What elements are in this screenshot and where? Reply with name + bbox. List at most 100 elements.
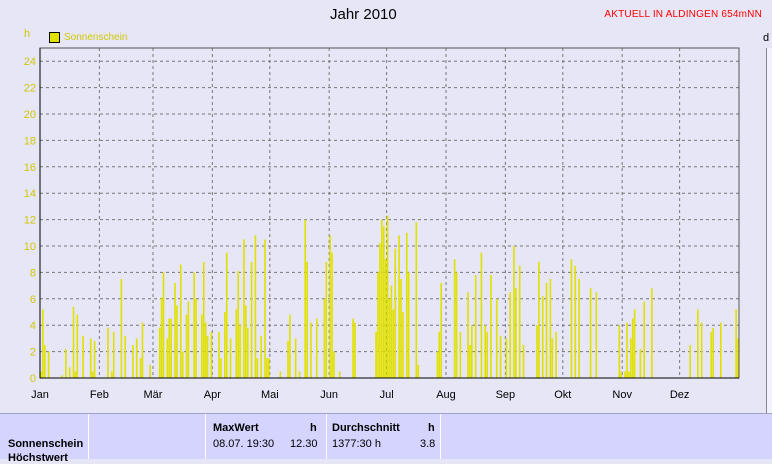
x-tick-label: Feb [90, 389, 109, 401]
x-tick-label: Dez [670, 389, 690, 401]
x-tick-label: Aug [436, 389, 456, 401]
y-tick-label: 16 [24, 162, 36, 174]
bar [513, 246, 515, 378]
bar [266, 358, 268, 378]
bar [235, 309, 237, 378]
bar [237, 271, 239, 378]
bar [142, 323, 144, 378]
bar [509, 292, 511, 378]
durchschnitt-unit: h [428, 422, 435, 434]
y-tick-label: 18 [24, 135, 36, 147]
bar [630, 338, 632, 378]
bar [239, 325, 241, 378]
bar [69, 367, 71, 378]
bar [385, 259, 387, 378]
sunshine-bar-chart: 024681012141618202224Jan Feb Mär Apr Mai Jun J… [0, 0, 772, 410]
bar [689, 345, 691, 378]
bar [394, 249, 396, 378]
bar [182, 352, 184, 378]
bar [333, 352, 335, 378]
bar [437, 352, 439, 378]
durchschnitt-header: Durchschnitt [332, 422, 400, 434]
y-tick-label: 20 [24, 109, 36, 121]
bar [193, 272, 195, 378]
x-tick-label: Okt [554, 389, 571, 401]
bar [48, 352, 50, 378]
bar [720, 323, 722, 378]
bar [377, 272, 379, 378]
bar [299, 371, 301, 378]
bar [640, 349, 642, 378]
bar [230, 338, 232, 378]
bar [124, 336, 126, 378]
bar [486, 332, 488, 378]
bar [515, 288, 517, 378]
maxwert-header: MaxWert [213, 422, 259, 434]
bar [186, 315, 188, 378]
bar [460, 332, 462, 378]
bar [406, 233, 408, 378]
x-tick-label: Mai [261, 389, 279, 401]
empty-cell [88, 414, 205, 459]
bar [121, 279, 123, 378]
x-tick-label: Apr [204, 389, 221, 401]
bar [324, 299, 326, 378]
bar [393, 309, 395, 378]
bar [107, 328, 109, 378]
bar [188, 301, 190, 378]
bar [546, 283, 548, 378]
durchschnitt-total: 1377:30 h [332, 438, 381, 450]
bar [44, 345, 46, 378]
bar [415, 222, 417, 378]
bar [574, 266, 576, 378]
bar [310, 323, 312, 378]
bar [243, 239, 245, 378]
bar [260, 336, 262, 378]
y-tick-label: 6 [30, 294, 36, 306]
y-tick-label: 22 [24, 83, 36, 95]
bar [140, 358, 142, 378]
bar [161, 297, 163, 378]
bar [383, 226, 385, 378]
bar [469, 345, 471, 378]
bar [94, 341, 96, 378]
bar [590, 288, 592, 378]
bar [257, 358, 259, 378]
bar [195, 299, 197, 378]
bar [207, 336, 209, 378]
y-tick-label: 12 [24, 215, 36, 227]
bar [264, 239, 266, 378]
bar [542, 296, 544, 378]
bar [306, 262, 308, 378]
bar [203, 262, 205, 378]
bar [201, 315, 203, 378]
bar [287, 341, 289, 378]
bar [484, 325, 486, 378]
bar [75, 371, 77, 378]
bar [132, 345, 134, 378]
bar [42, 309, 44, 378]
bar [379, 243, 381, 378]
bar [255, 235, 257, 378]
bar [626, 323, 628, 378]
bar [92, 371, 94, 378]
bar [408, 272, 410, 378]
bar [167, 338, 169, 378]
bar [224, 312, 226, 378]
bar [251, 262, 253, 378]
bar [381, 220, 383, 378]
table-filler [440, 414, 772, 459]
bar [596, 292, 598, 378]
bar [163, 272, 165, 378]
maxwert-datetime: 08.07. 19:30 [213, 438, 274, 450]
y-tick-label: 10 [24, 241, 36, 253]
bar [268, 358, 270, 378]
x-tick-label: Mär [144, 389, 163, 401]
bar [618, 325, 620, 378]
bar [90, 338, 92, 378]
bar [490, 275, 492, 378]
bar [331, 253, 333, 378]
bar [712, 328, 714, 378]
bar [632, 319, 634, 378]
bar [339, 371, 341, 378]
